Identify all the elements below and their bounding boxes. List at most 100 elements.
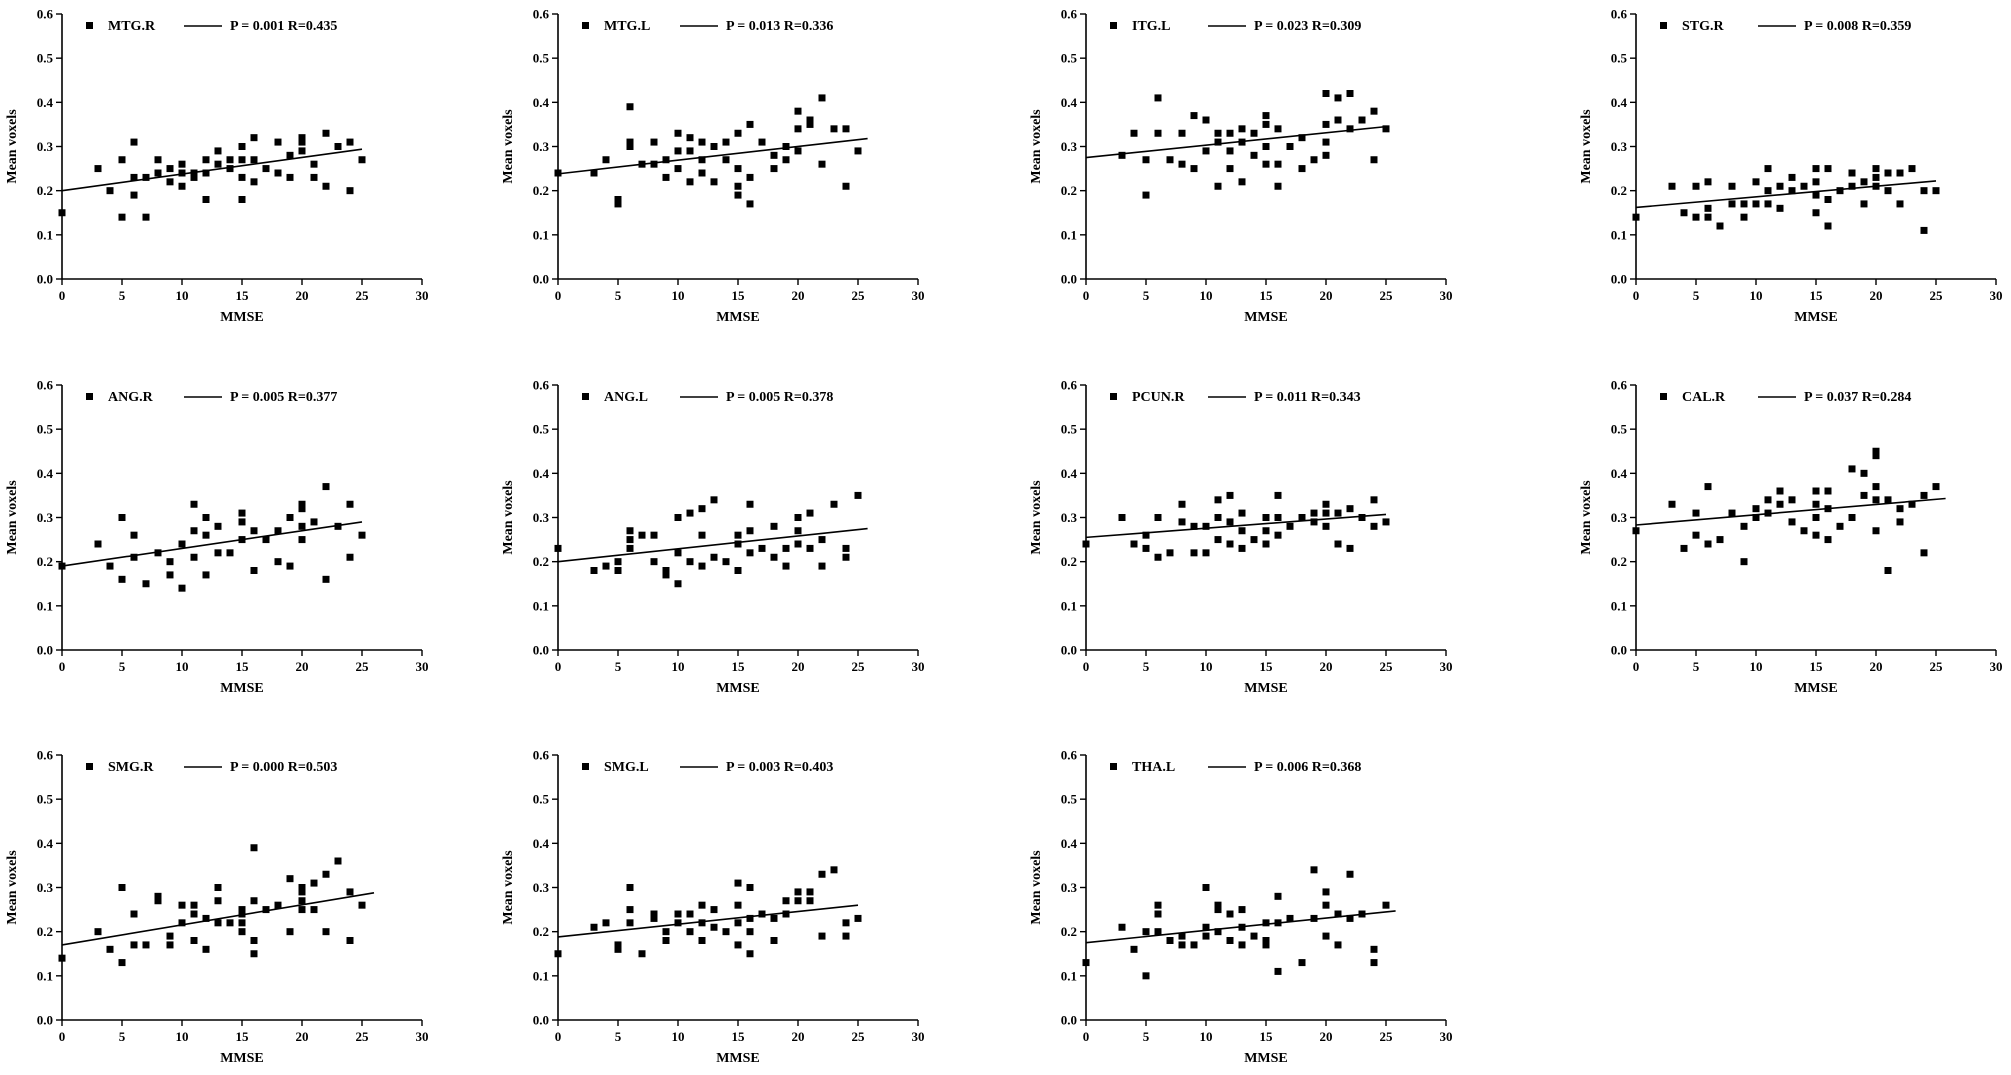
data-point <box>674 129 682 137</box>
data-point <box>1214 138 1222 146</box>
data-point <box>226 165 234 173</box>
data-point <box>794 897 802 905</box>
data-point <box>1896 518 1904 526</box>
x-tick-label: 20 <box>792 288 805 303</box>
data-point <box>770 151 778 159</box>
data-point <box>686 509 694 517</box>
data-point <box>1872 496 1880 504</box>
legend-marker-label: SMG.L <box>604 760 649 775</box>
data-point <box>1812 209 1820 217</box>
regression-line <box>61 521 363 567</box>
data-point <box>178 169 186 177</box>
data-point <box>1692 531 1700 539</box>
data-point <box>142 580 150 588</box>
data-point <box>58 209 66 217</box>
data-point <box>1824 222 1832 230</box>
data-point <box>94 540 102 548</box>
data-point <box>782 562 790 570</box>
data-point <box>1322 901 1330 909</box>
x-tick-label: 25 <box>852 1029 866 1044</box>
data-point <box>1250 151 1258 159</box>
data-point <box>650 531 658 539</box>
data-point <box>782 897 790 905</box>
data-point <box>1178 500 1186 508</box>
data-point <box>346 888 354 896</box>
data-point <box>298 536 306 544</box>
data-point <box>310 906 318 914</box>
data-point <box>626 919 634 927</box>
x-tick-label: 5 <box>119 659 126 674</box>
data-point <box>154 549 162 557</box>
data-point <box>1848 182 1856 190</box>
data-point <box>1860 491 1868 499</box>
y-tick-label: 0.5 <box>533 51 550 66</box>
data-point <box>1130 945 1138 953</box>
data-point <box>746 173 754 181</box>
x-tick-label: 30 <box>1440 1029 1453 1044</box>
data-point <box>554 950 562 958</box>
data-point <box>698 919 706 927</box>
legend-marker <box>86 393 93 400</box>
data-point <box>1202 522 1210 530</box>
data-point <box>190 173 198 181</box>
y-tick-label: 0.5 <box>1061 792 1078 807</box>
data-point <box>1214 129 1222 137</box>
data-point <box>662 571 670 579</box>
data-point <box>602 562 610 570</box>
y-tick-label: 0.5 <box>533 422 550 437</box>
data-point <box>1812 178 1820 186</box>
data-point <box>782 544 790 552</box>
data-point <box>1238 527 1246 535</box>
legend-marker <box>582 393 589 400</box>
y-tick-label: 0.3 <box>533 880 550 895</box>
legend-marker-label: MTG.L <box>604 19 650 34</box>
data-point <box>58 954 66 962</box>
data-point <box>722 156 730 164</box>
data-point <box>806 897 814 905</box>
regression-line <box>1085 910 1396 944</box>
y-tick-label: 0.6 <box>37 7 54 22</box>
data-point <box>854 914 862 922</box>
data-point <box>274 169 282 177</box>
data-point <box>238 928 246 936</box>
data-point <box>818 932 826 940</box>
legend-marker <box>582 763 589 770</box>
data-point <box>1824 165 1832 173</box>
data-point <box>1382 901 1390 909</box>
data-point <box>1214 182 1222 190</box>
data-point <box>818 562 826 570</box>
x-tick-label: 15 <box>236 288 250 303</box>
x-tick-label: 0 <box>59 1029 66 1044</box>
data-point <box>166 932 174 940</box>
data-point <box>614 200 622 208</box>
data-point <box>130 553 138 561</box>
data-point <box>626 143 634 150</box>
x-tick-label: 0 <box>1083 659 1090 674</box>
data-point <box>794 540 802 548</box>
scatter-panel: 0.0 0.1 0.2 0.3 0.4 0.5 0.6 0 5 10 15 20 25 30 MMSE Mea… <box>1579 7 2003 326</box>
data-point <box>1142 156 1150 164</box>
data-point <box>1142 531 1150 539</box>
scatter-panel: 0.0 0.1 0.2 0.3 0.4 0.5 0.6 0 5 10 15 20 25 30 MMSE Mea… <box>1029 378 1453 697</box>
y-tick-label: 0.2 <box>37 924 53 939</box>
data-point <box>710 496 718 504</box>
data-point <box>746 914 754 922</box>
data-point <box>1190 522 1198 530</box>
data-point <box>238 173 246 181</box>
data-point <box>1154 514 1162 521</box>
data-point <box>734 919 742 927</box>
data-point <box>1262 919 1270 927</box>
data-point <box>626 527 634 535</box>
data-point <box>1800 182 1808 190</box>
data-point <box>298 884 306 891</box>
y-tick-label: 0.1 <box>1061 968 1077 983</box>
data-point <box>674 910 682 918</box>
y-tick-label: 0.1 <box>533 598 549 613</box>
y-axis-title: Mean voxels <box>501 480 516 555</box>
data-point <box>758 544 766 552</box>
data-point <box>286 928 294 936</box>
data-point <box>214 160 222 168</box>
data-point <box>1154 94 1162 102</box>
data-point <box>238 156 246 164</box>
data-point <box>842 544 850 552</box>
